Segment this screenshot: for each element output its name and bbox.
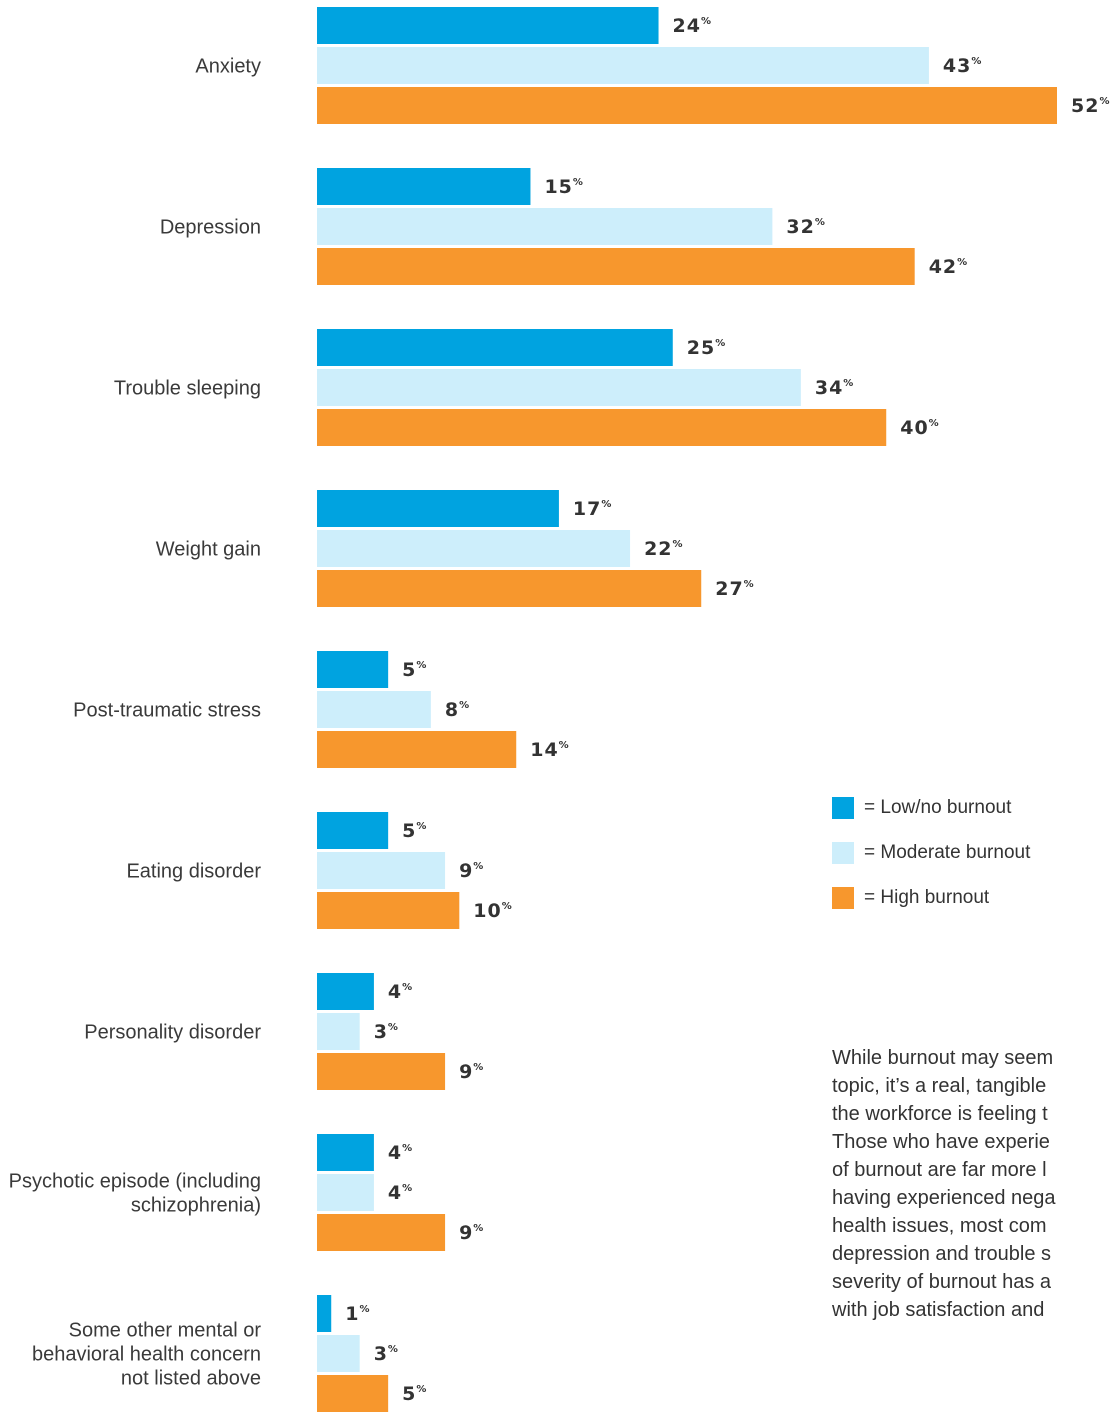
bar-high <box>317 892 460 929</box>
data-label: 5% <box>402 820 427 842</box>
bar-moderate <box>317 691 431 728</box>
category-label: Depression <box>160 217 261 239</box>
data-label: 14% <box>530 739 569 761</box>
category-label: Psychotic episode (including <box>9 1171 261 1193</box>
data-label: 5% <box>402 1383 427 1405</box>
bar-high <box>317 87 1057 124</box>
bar-high <box>317 1053 446 1090</box>
data-label: 15% <box>544 176 583 198</box>
bar-moderate <box>317 1013 360 1050</box>
bar-low <box>317 973 374 1010</box>
legend-label-high: = High burnout <box>864 887 990 908</box>
bar-moderate <box>317 208 773 245</box>
data-label: 4% <box>388 1182 413 1204</box>
side-paragraph-line: the workforce is feeling t <box>832 1103 1048 1125</box>
legend-swatch-high <box>832 887 854 909</box>
data-label: 4% <box>388 981 413 1003</box>
side-paragraph-line: Those who have experie <box>832 1131 1050 1153</box>
bar-low <box>317 168 531 205</box>
data-label: 43% <box>943 55 982 77</box>
legend-item-high: = High burnout <box>832 887 1030 909</box>
category-label: Weight gain <box>156 539 261 561</box>
data-label: 5% <box>402 659 427 681</box>
bar-moderate <box>317 369 801 406</box>
data-label: 3% <box>374 1021 399 1043</box>
side-paragraph-line: depression and trouble s <box>832 1243 1052 1265</box>
data-label: 8% <box>445 699 470 721</box>
category-label: Some other mental or <box>69 1320 262 1342</box>
bar-low <box>317 1134 374 1171</box>
side-paragraph-line: with job satisfaction and <box>832 1299 1045 1321</box>
bar-moderate <box>317 1335 360 1372</box>
legend: = Low/no burnout = Moderate burnout = Hi… <box>832 797 1030 932</box>
category-label: behavioral health concern <box>32 1344 261 1366</box>
data-label: 22% <box>644 538 683 560</box>
data-label: 10% <box>473 900 512 922</box>
data-label: 25% <box>687 337 726 359</box>
data-label: 9% <box>459 1061 484 1083</box>
category-label: Post-traumatic stress <box>73 700 261 722</box>
data-label: 32% <box>786 216 825 238</box>
side-paragraph-line: of burnout are far more l <box>832 1159 1047 1181</box>
bar-low <box>317 812 389 849</box>
legend-item-low: = Low/no burnout <box>832 797 1030 819</box>
category-label: Anxiety <box>195 56 261 78</box>
bar-moderate <box>317 1174 374 1211</box>
legend-swatch-low <box>832 797 854 819</box>
data-label: 9% <box>459 1222 484 1244</box>
data-label: 9% <box>459 860 484 882</box>
bar-high <box>317 731 517 768</box>
category-label: Trouble sleeping <box>114 378 261 400</box>
bar-low <box>317 490 559 527</box>
side-paragraph-line: topic, it’s a real, tangible <box>832 1075 1047 1097</box>
legend-item-moderate: = Moderate burnout <box>832 842 1030 864</box>
category-label: Eating disorder <box>126 861 261 883</box>
side-paragraph: While burnout may seem topic, it’s a rea… <box>832 1044 1116 1324</box>
bar-high <box>317 1375 389 1412</box>
bar-moderate <box>317 852 446 889</box>
data-label: 42% <box>929 256 968 278</box>
data-label: 1% <box>345 1303 370 1325</box>
category-label: not listed above <box>121 1368 261 1390</box>
bar-moderate <box>317 47 929 84</box>
data-label: 17% <box>573 498 612 520</box>
bar-high <box>317 409 887 446</box>
data-label: 4% <box>388 1142 413 1164</box>
data-label: 24% <box>673 15 712 37</box>
data-label: 52% <box>1071 95 1110 117</box>
legend-label-moderate: = Moderate burnout <box>864 842 1031 863</box>
legend-swatch-moderate <box>832 842 854 864</box>
bar-low <box>317 329 673 366</box>
bar-moderate <box>317 530 631 567</box>
legend-label-low: = Low/no burnout <box>864 797 1012 818</box>
category-label: Personality disorder <box>84 1022 261 1044</box>
side-paragraph-line: having experienced nega <box>832 1187 1056 1209</box>
data-label: 27% <box>715 578 754 600</box>
bar-high <box>317 570 702 607</box>
category-label: schizophrenia) <box>131 1195 261 1217</box>
side-paragraph-line: While burnout may seem <box>832 1047 1054 1069</box>
data-label: 34% <box>815 377 854 399</box>
data-label: 3% <box>374 1343 399 1365</box>
bar-high <box>317 248 915 285</box>
side-paragraph-line: severity of burnout has a <box>832 1271 1052 1293</box>
bar-low <box>317 1295 332 1332</box>
bar-low <box>317 651 389 688</box>
bar-low <box>317 7 659 44</box>
bar-high <box>317 1214 446 1251</box>
side-paragraph-line: health issues, most com <box>832 1215 1047 1237</box>
data-label: 40% <box>900 417 939 439</box>
